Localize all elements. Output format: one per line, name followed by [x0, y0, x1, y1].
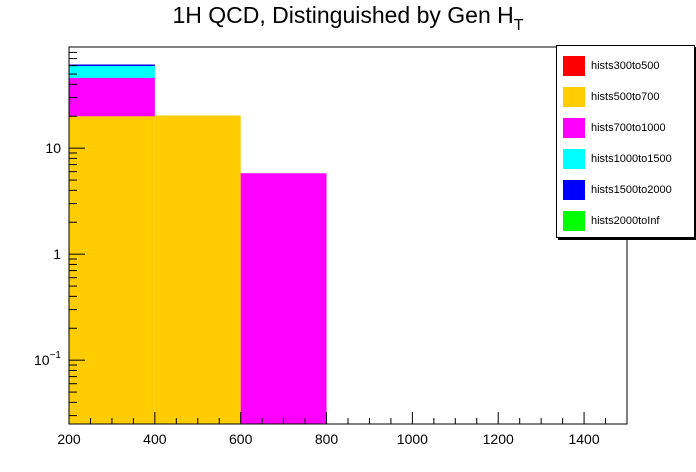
legend-label: hists2000toInf [591, 215, 660, 227]
x-tick-label: 200 [57, 431, 81, 447]
legend-label: hists500to700 [591, 91, 660, 103]
legend-label: hists1500to2000 [591, 184, 672, 196]
chart-title: 1H QCD, Distinguished by Gen HT [0, 2, 696, 35]
legend-swatch [563, 211, 585, 231]
chart-title-text: 1H QCD, Distinguished by Gen H [172, 2, 514, 28]
legend-item-hists300to500: hists300to500 [563, 54, 660, 78]
x-tick-label: 1400 [568, 431, 599, 447]
bar-hists700to1000-bin-0 [69, 77, 155, 117]
x-tick-label: 800 [315, 431, 339, 447]
legend-label: hists700to1000 [591, 122, 666, 134]
legend-item-hists2000toInf: hists2000toInf [563, 209, 660, 233]
legend-item-hists1500to2000: hists1500to2000 [563, 178, 672, 202]
x-tick-label: 400 [143, 431, 167, 447]
legend-label: hists1000to1500 [591, 153, 672, 165]
bar-hists700to1000-bin-2 [240, 174, 327, 424]
legend-swatch [563, 180, 585, 200]
bar-hists500to700-bin-1 [154, 116, 241, 424]
legend: hists300to500 hists500to700 hists700to1000… [556, 45, 695, 238]
legend-swatch [563, 56, 585, 76]
x-tick-label: 600 [229, 431, 253, 447]
y-tick-label: 10−1 [34, 350, 61, 368]
bar-hists500to700-bin-0 [69, 116, 155, 424]
legend-swatch [563, 87, 585, 107]
legend-label: hists300to500 [591, 60, 660, 72]
legend-item-hists700to1000: hists700to1000 [563, 116, 666, 140]
bar-hists1000to1500-bin-0 [69, 65, 155, 78]
axis-ticks [68, 46, 628, 424]
x-tick-label: 1200 [483, 431, 514, 447]
chart-title-subscript: T [513, 17, 524, 34]
legend-item-hists500to700: hists500to700 [563, 85, 660, 109]
legend-item-hists1000to1500: hists1000to1500 [563, 147, 672, 171]
y-tick-label: 1 [53, 246, 61, 262]
stacked-bars [69, 64, 327, 424]
x-tick-label: 1000 [397, 431, 428, 447]
axis-tick-labels: 200 400 600 800 1000 1200 1400 10−1 1 10 [34, 140, 600, 447]
legend-swatch [563, 118, 585, 138]
y-tick-label: 10 [45, 140, 61, 156]
legend-swatch [563, 149, 585, 169]
